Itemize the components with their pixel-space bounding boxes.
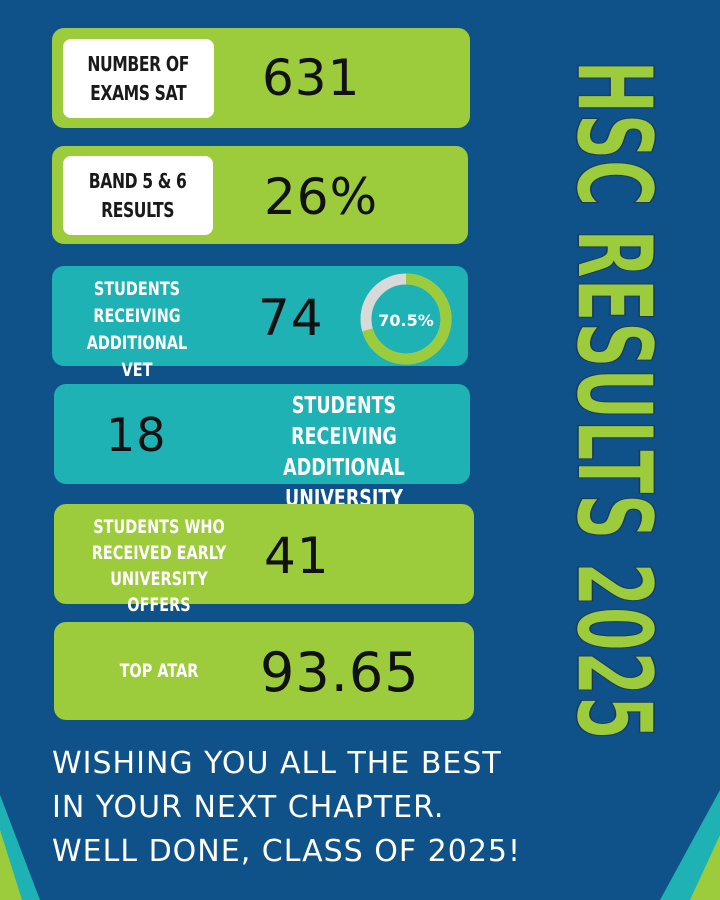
top-atar-card: TOP ATAR 93.65	[54, 622, 474, 720]
vet-qualifications-card: STUDENTS RECEIVING ADDITIONAL VET QUALIF…	[52, 266, 468, 408]
vet-percentage-donut: 70.5%	[360, 273, 452, 365]
footer-message: WISHING YOU ALL THE BEST IN YOUR NEXT CH…	[52, 742, 521, 874]
vet-percentage-label: 70.5%	[378, 311, 434, 330]
footer-line-3: WELL DONE, CLASS OF 2025!	[52, 834, 522, 869]
exams-sat-card: NUMBER OF EXAMS SAT 631	[52, 28, 470, 128]
vet-qualifications-value: 74	[258, 289, 324, 347]
exams-sat-value: 631	[262, 49, 361, 107]
early-offers-label: STUDENTS WHO RECEIVED EARLY UNIVERSITY O…	[91, 516, 227, 616]
top-atar-label: TOP ATAR	[119, 660, 199, 682]
footer-line-1: WISHING YOU ALL THE BEST	[52, 746, 502, 781]
early-offers-card: STUDENTS WHO RECEIVED EARLY UNIVERSITY O…	[54, 504, 474, 616]
exams-sat-label-box: NUMBER OF EXAMS SAT	[63, 39, 214, 118]
page-title: HSC RESULTS 2025	[560, 60, 676, 740]
footer-line-2: IN YOUR NEXT CHAPTER.	[52, 790, 445, 825]
band-results-card: BAND 5 & 6 RESULTS 26%	[52, 146, 468, 244]
exams-sat-label: NUMBER OF EXAMS SAT	[87, 51, 190, 105]
university-qualifications-value: 18	[106, 408, 167, 462]
page-title-text: HSC RESULTS 2025	[560, 60, 675, 740]
early-offers-value: 41	[264, 527, 330, 585]
band-results-label-box: BAND 5 & 6 RESULTS	[63, 156, 213, 235]
top-atar-value: 93.65	[260, 641, 420, 704]
band-results-label: BAND 5 & 6 RESULTS	[89, 168, 187, 222]
university-qualifications-card: 18 STUDENTS RECEIVING ADDITIONAL UNIVERS…	[54, 384, 470, 574]
band-results-value: 26%	[264, 168, 379, 226]
